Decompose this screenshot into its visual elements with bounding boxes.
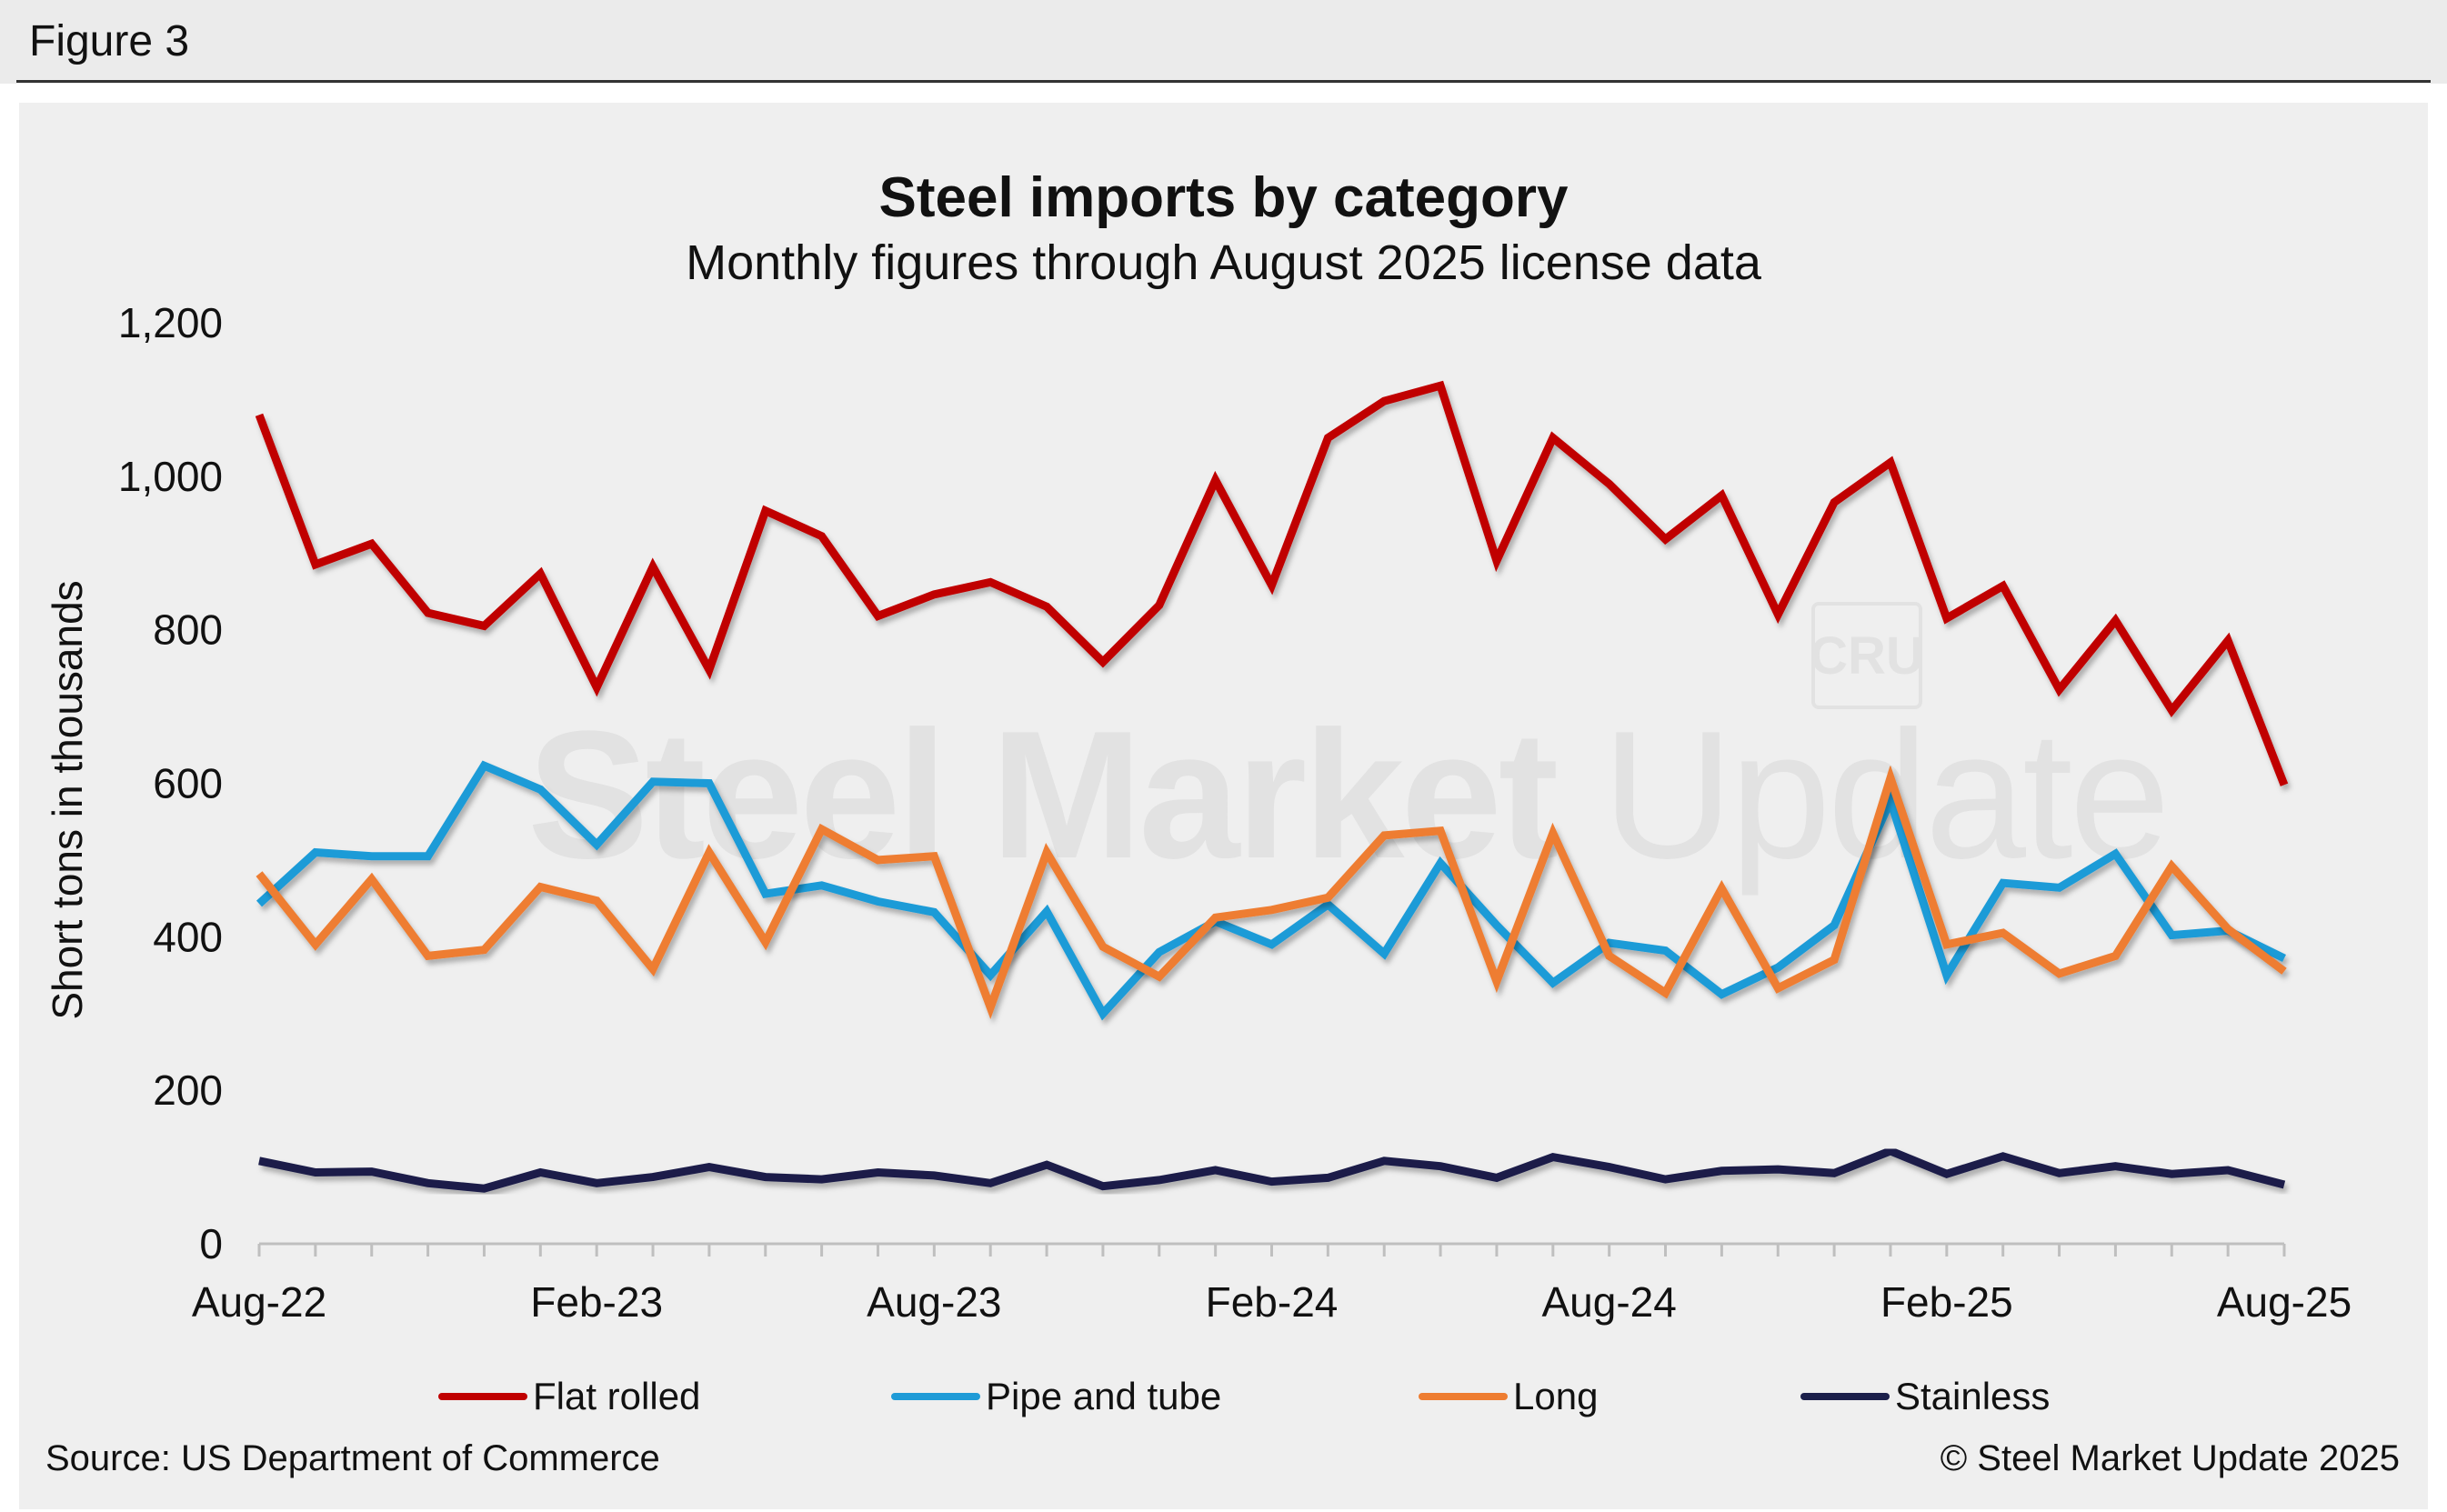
x-tick-label: Feb-24 xyxy=(1206,1278,1339,1326)
x-tick-label: Aug-24 xyxy=(1541,1278,1676,1326)
series-line-flat-rolled xyxy=(255,380,2289,786)
legend-label: Pipe and tube xyxy=(986,1375,1222,1417)
y-tick-label: 0 xyxy=(199,1220,223,1267)
legend-item-pipe-and-tube: Pipe and tube xyxy=(891,1375,1221,1418)
watermark-logo: CRU xyxy=(1810,602,1924,709)
legend-item-flat-rolled: Flat rolled xyxy=(438,1375,700,1418)
y-tick-label: 400 xyxy=(153,913,223,960)
legend-item-stainless: Stainless xyxy=(1800,1375,2050,1418)
series-line-stainless xyxy=(258,1147,2286,1193)
header-divider xyxy=(16,80,2431,83)
chart-subtitle: Monthly figures through August 2025 lice… xyxy=(686,235,1761,290)
y-tick-label: 1,000 xyxy=(118,453,223,500)
copyright-note: © Steel Market Update 2025 xyxy=(1940,1438,2400,1478)
chart-panel xyxy=(16,100,2431,1512)
y-tick-label: 800 xyxy=(153,606,223,654)
series-line-long xyxy=(256,764,2287,1020)
legend-item-long: Long xyxy=(1419,1375,1598,1418)
legend-label: Flat rolled xyxy=(533,1375,701,1417)
x-tick-label: Feb-23 xyxy=(530,1278,663,1326)
legend-swatch xyxy=(1419,1393,1508,1400)
figure-header xyxy=(0,0,2447,84)
legend-swatch xyxy=(1800,1393,1890,1400)
y-tick-label: 1,200 xyxy=(118,299,223,346)
y-tick-label: 600 xyxy=(153,760,223,807)
series-line-pipe-and-tube xyxy=(256,760,2286,1021)
legend-swatch xyxy=(891,1393,980,1400)
legend: Flat rolled Pipe and tube Long Stainless xyxy=(0,1375,2447,1420)
legend-label: Stainless xyxy=(1895,1375,2051,1417)
x-tick-label: Aug-22 xyxy=(192,1278,326,1326)
chart-title: Steel imports by category xyxy=(878,166,1569,229)
legend-label: Long xyxy=(1513,1375,1599,1417)
source-note: Source: US Department of Commerce xyxy=(45,1438,660,1478)
x-tick-label: Feb-25 xyxy=(1880,1278,2013,1326)
legend-swatch xyxy=(438,1393,527,1400)
x-tick-label: Aug-23 xyxy=(867,1278,1001,1326)
y-tick-label: 200 xyxy=(153,1066,223,1114)
figure-label: Figure 3 xyxy=(29,17,190,65)
x-tick-label: Aug-25 xyxy=(2217,1278,2352,1326)
